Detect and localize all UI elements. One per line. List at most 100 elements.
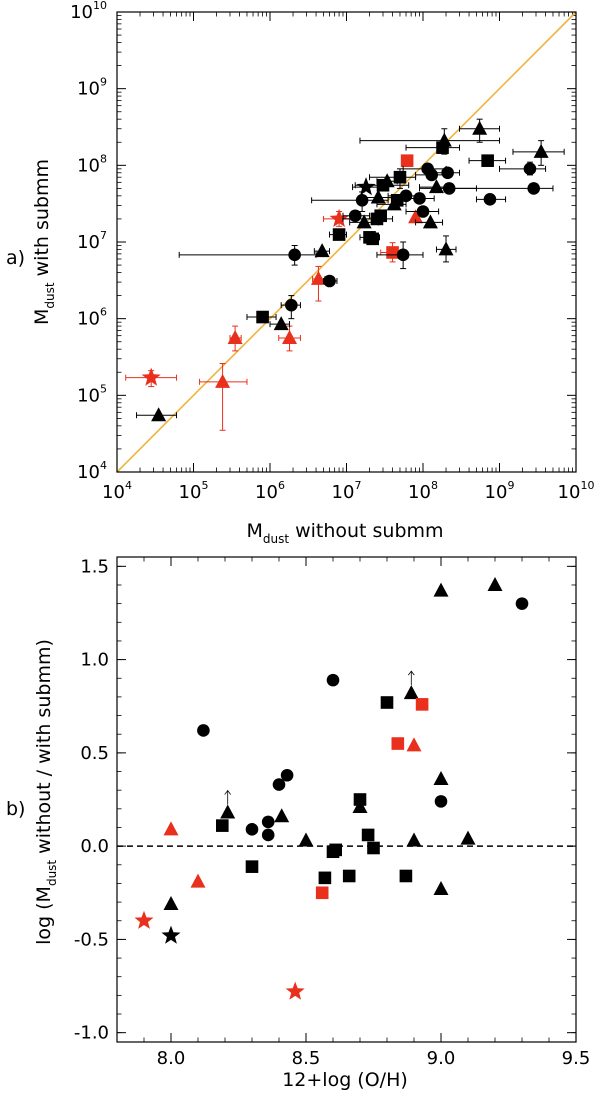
panel-b-point-36: [434, 795, 448, 808]
panel-b-ylabel-text: log (Mdust without / with submm): [33, 639, 59, 945]
panel-a-ytick-base: 10: [77, 155, 100, 176]
panel-b-point-26: [367, 841, 380, 855]
panel-a-ytick-exp: 7: [100, 229, 107, 242]
panel-a-ytick-label: 109: [77, 76, 107, 100]
panel-b-marks: [134, 576, 529, 1000]
panel-b-point-21: [329, 843, 342, 857]
panel-a-point-3: [282, 329, 298, 344]
panel-a-point-40: [436, 132, 452, 147]
panel-a-point-30: [393, 170, 407, 184]
panel-a-xlabel: Mdust without submm: [246, 520, 443, 546]
panel-b-ylabel-sub: dust: [45, 860, 59, 886]
panel-a-ylabel-text: Mdust with submm: [31, 159, 57, 325]
panel-b: b) log (Mdust without / with submm) 12+l…: [6, 556, 590, 1091]
panel-a-point-22: [366, 232, 379, 246]
panel-b-point-39: [487, 576, 503, 591]
panel-b-point-6: [216, 819, 229, 832]
panel-a-point-48: [527, 182, 541, 195]
panel-a-ytick-base: 10: [77, 79, 100, 100]
panel-a-ytick-exp: 9: [100, 76, 107, 89]
panel-b-ytick-label: -0.5: [74, 929, 109, 950]
panel-a-point-27: [379, 173, 395, 188]
panel-b-xtick-label: 9.0: [427, 1048, 456, 1069]
panel-b-point-7: [220, 804, 236, 819]
panel-a-point-13: [288, 248, 301, 262]
panel-a-xlabel-text: Mdust without submm: [246, 520, 443, 546]
panel-a-xtick-exp: 10: [580, 479, 594, 492]
panel-b-limit-arrowhead: [407, 670, 415, 676]
panel-a-ytick-base: 10: [77, 232, 100, 253]
panel-b-point-32: [406, 832, 422, 847]
panel-b-ylabel: log (Mdust without / with submm): [33, 639, 59, 945]
panel-a-ytick-base: 10: [77, 385, 100, 406]
panel-b-point-38: [460, 830, 476, 845]
panel-a-ytick-base: 10: [77, 309, 100, 330]
panel-a-point-16: [332, 228, 346, 241]
panel-a-xtick-label: 106: [255, 479, 285, 503]
panel-a-xtick-exp: 6: [278, 479, 285, 492]
panel-a-xtick-base: 10: [485, 482, 508, 503]
panel-b-point-13: [274, 808, 290, 823]
panel-b-ylabel-pre: log (M: [33, 886, 55, 945]
panel-a-point-6: [386, 246, 399, 259]
panel-a-xtick-label: 104: [102, 479, 132, 503]
panel-b-ytick-label: -1.0: [74, 1023, 109, 1044]
panel-a-point-12: [285, 298, 298, 312]
panel-b-point-8: [245, 823, 259, 836]
panel-a-ytick-base: 10: [77, 462, 100, 483]
panel-b-point-25: [361, 828, 375, 842]
panel-a-point-9: [151, 407, 167, 422]
panel-a-point-15: [323, 274, 336, 288]
panel-b-point-17: [315, 886, 329, 900]
panel-a-ylabel: Mdust with submm: [31, 159, 57, 325]
panel-a-ytick-exp: 4: [100, 459, 107, 472]
panel-a-xtick-exp: 7: [354, 479, 361, 492]
panel-a-point-49: [533, 143, 549, 158]
panel-a-point-10: [256, 310, 269, 324]
panel-a-point-34: [416, 205, 430, 218]
panel-b-xtick-label: 8.5: [292, 1048, 321, 1069]
panel-b-point-28: [391, 737, 405, 750]
panel-a-ylabel-sub: dust: [43, 282, 57, 308]
panel-a-xtick-exp: 8: [431, 479, 438, 492]
panel-a-point-8: [408, 209, 424, 224]
panel-a-point-24: [370, 189, 386, 204]
panel-b-point-16: [298, 832, 314, 847]
panel-a-ylabel-rest: with submm: [31, 159, 53, 282]
panel-a-ytick-exp: 8: [100, 152, 107, 165]
panel-a-point-47: [523, 162, 537, 176]
panel-a-ytick-label: 104: [77, 459, 107, 483]
panel-a-point-14: [314, 243, 330, 258]
panel-a-point-45: [481, 154, 494, 167]
panel-b-point-29: [399, 869, 413, 883]
panel-b-point-5: [197, 724, 210, 737]
panel-b-ytick-label: 0.0: [80, 836, 109, 857]
panel-a-xtick-label: 108: [408, 479, 438, 503]
panel-a-xlabel-sub: dust: [263, 532, 289, 546]
panel-b-point-1: [161, 925, 181, 944]
panel-b-point-30: [403, 685, 419, 700]
panel-a-ylabel-main: M: [31, 309, 53, 325]
panel-b-label: b): [6, 798, 25, 820]
panel-b-point-4: [190, 873, 206, 888]
panel-b-point-24: [352, 798, 368, 813]
panel-a-xtick-base: 10: [179, 482, 202, 503]
panel-b-point-10: [261, 815, 275, 829]
panel-a-ytick-exp: 6: [100, 306, 107, 319]
panel-a-point-19: [356, 214, 372, 229]
panel-a-ytick-label: 105: [77, 382, 107, 406]
panel-a-point-44: [472, 120, 488, 135]
panel-a: a) Mdust with submm Mdust without submm …: [6, 0, 594, 546]
panel-a-point-2: [227, 329, 243, 344]
panel-a-point-4: [310, 270, 326, 285]
panel-a-reference-line: [116, 11, 577, 473]
panel-b-point-27: [380, 696, 394, 709]
panel-b-point-19: [326, 673, 340, 687]
panel-a-marks: [125, 118, 565, 431]
panel-b-point-3: [163, 821, 179, 836]
panel-a-point-42: [441, 166, 454, 180]
panel-a-ytick-label: 108: [77, 152, 107, 176]
panel-a-point-33: [413, 192, 426, 205]
panel-b-point-12: [272, 778, 286, 791]
